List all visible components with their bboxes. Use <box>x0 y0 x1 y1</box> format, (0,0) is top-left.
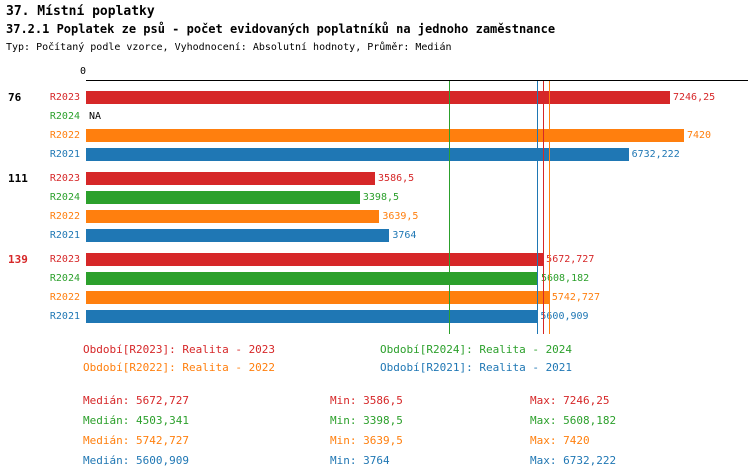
bar-value-label: 7420 <box>687 130 712 141</box>
bar-group: 139 R2023 5672,727 R2024 5608,182 R2022 5742,7… <box>8 250 748 326</box>
bar-row: R2024 5608,182 <box>50 269 748 288</box>
bar-value-label: 7246,25 <box>672 92 716 103</box>
legend-item: Období[R2024]: Realita - 2024 <box>380 343 573 356</box>
group-label: 139 <box>8 253 28 266</box>
tick-label: R2021 <box>49 311 80 322</box>
page-title: 37. Místní poplatky <box>6 4 155 19</box>
bar <box>86 210 380 223</box>
tick-label: R2024 <box>49 273 80 284</box>
tick-label: R2024 <box>49 111 80 122</box>
tick-label: R2024 <box>49 192 80 203</box>
bar-group: 111 R2023 3586,5 R2024 3398,5 R2022 3639,5 R202… <box>8 169 748 245</box>
bar-value-label: 6732,222 <box>631 149 680 160</box>
tick-label: R2023 <box>49 92 80 103</box>
median-line <box>543 81 545 334</box>
tick-label: R2022 <box>49 211 80 222</box>
bar-value-label: NA <box>89 111 102 122</box>
stat-min: Min: 3586,5 <box>330 394 403 407</box>
bar-row: R2022 3639,5 <box>50 207 748 226</box>
bar-row: R2021 6732,222 <box>50 145 748 164</box>
bar <box>86 272 538 285</box>
plot-area: 76 R2023 7246,25 R2024 NA R2022 7420 R2021 6732,… <box>8 80 748 334</box>
tick-label: R2022 <box>49 130 80 141</box>
bar <box>86 148 629 161</box>
stat-min: Min: 3398,5 <box>330 414 403 427</box>
stat-min: Min: 3639,5 <box>330 434 403 447</box>
bar-value-label: 5742,727 <box>551 292 600 303</box>
bar-group: 76 R2023 7246,25 R2024 NA R2022 7420 R2021 6732,… <box>8 88 748 164</box>
stat-median: Medián: 5742,727 <box>83 434 189 447</box>
median-line <box>448 81 450 334</box>
bar-value-label: 5608,182 <box>540 273 590 284</box>
tick-label: R2023 <box>49 254 80 265</box>
legend-item: Období[R2021]: Realita - 2021 <box>380 361 573 374</box>
median-line <box>548 81 550 334</box>
stat-max: Max: 7246,25 <box>530 394 610 407</box>
bar-value-label: 3764 <box>392 230 417 241</box>
legend-item: Období[R2023]: Realita - 2023 <box>83 343 276 356</box>
tick-label: R2021 <box>49 230 80 241</box>
bar-value-label: 5600,909 <box>540 311 589 322</box>
bar-row: R2022 5742,727 <box>50 288 748 307</box>
bar-value-label: 3398,5 <box>362 192 400 203</box>
stats-table: Medián: 5672,727 Min: 3586,5 Max: 7246,25 M… <box>83 391 616 471</box>
stat-median: Medián: 5600,909 <box>83 454 189 467</box>
legend-item: Období[R2022]: Realita - 2022 <box>83 361 276 374</box>
stat-median: Medián: 4503,341 <box>83 414 189 427</box>
bar-row: R2024 3398,5 <box>50 188 748 207</box>
bar <box>86 229 390 242</box>
tick-label: R2022 <box>49 292 80 303</box>
axis-zero-label: 0 <box>80 66 87 77</box>
bar-row: R2023 5672,727 <box>50 250 748 269</box>
group-label: 111 <box>8 172 28 185</box>
stat-median: Medián: 5672,727 <box>83 394 189 407</box>
bar-row: R2021 3764 <box>50 226 748 245</box>
bar <box>86 172 376 185</box>
bar <box>86 129 684 142</box>
legend: Období[R2023]: Realita - 2023 Období[R202… <box>83 343 572 374</box>
bar-row: R2024 NA <box>50 107 748 126</box>
bar-row: R2022 7420 <box>50 126 748 145</box>
tick-label: R2023 <box>49 173 80 184</box>
stat-min: Min: 3764 <box>330 454 390 467</box>
bar <box>86 291 549 304</box>
bar-value-label: 3639,5 <box>382 211 419 222</box>
stat-max: Max: 5608,182 <box>530 414 617 427</box>
median-line <box>537 81 539 334</box>
stat-max: Max: 6732,222 <box>530 454 617 467</box>
bar <box>86 91 670 104</box>
bar-row: R2023 7246,25 <box>50 88 748 107</box>
bar-row: R2021 5600,909 <box>50 307 748 326</box>
stat-max: Max: 7420 <box>530 434 590 447</box>
bar-row: R2023 3586,5 <box>50 169 748 188</box>
bar <box>86 253 544 266</box>
bar <box>86 310 538 323</box>
tick-label: R2021 <box>49 149 80 160</box>
bar-value-label: 3586,5 <box>378 173 415 184</box>
bar-value-label: 5672,727 <box>546 254 595 265</box>
chart-meta-line: Typ: Počítaný podle vzorce, Vyhodnocení:… <box>6 42 452 53</box>
bar <box>86 191 360 204</box>
group-label: 76 <box>8 91 22 104</box>
chart-subtitle: 37.2.1 Poplatek ze psů - počet evidovaný… <box>6 22 556 36</box>
